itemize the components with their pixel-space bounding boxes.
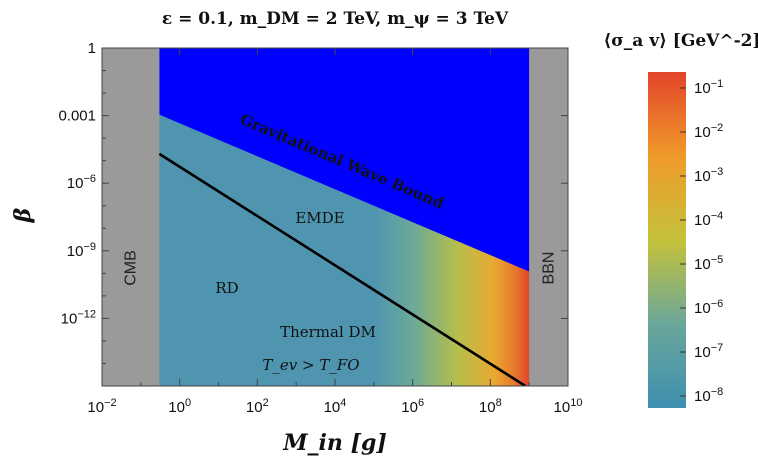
thermal-dm-label: Thermal DM [280, 323, 376, 341]
y-axis-label: β [10, 207, 36, 223]
gravitational-wave-excluded-region [159, 48, 530, 272]
colorbar-tick-label: 10−3 [694, 166, 723, 185]
colorbar-tick-label: 10−7 [694, 342, 723, 361]
colorbar-tick-label: 10−4 [694, 210, 723, 229]
colorbar-ticks: 10−1 10−2 10−3 10−4 10−5 10−6 10−7 10−8 [680, 78, 723, 405]
x-axis-label: M_in [g] [282, 430, 387, 456]
bbn-excluded-region [529, 48, 568, 386]
colorbar-tick-label: 10−1 [694, 78, 723, 97]
rd-label: RD [215, 279, 238, 297]
colorbar-tick-label: 10−8 [694, 386, 723, 405]
x-tick-label: 1010 [554, 397, 583, 416]
bbn-label: BBN [541, 252, 558, 285]
y-tick-label: 10−9 [67, 241, 96, 260]
emde-label: EMDE [295, 209, 344, 227]
x-tick-label: 102 [246, 397, 269, 416]
colorbar-tick-label: 10−6 [694, 298, 723, 317]
y-tick-label: 10−6 [67, 173, 96, 192]
x-tick-label: 104 [324, 397, 347, 416]
colorbar-tick-label: 10−5 [694, 254, 723, 273]
thermal-dm-boundary-line [158, 152, 527, 386]
chart-title: ε = 0.1, m_DM = 2 TeV, m_ψ = 3 TeV [162, 9, 509, 29]
x-tick-label: 106 [401, 397, 424, 416]
colorbar-tick-label: 10−2 [694, 122, 723, 141]
condition-label: T_ev > T_FO [262, 356, 359, 374]
y-tick-label: 10−12 [61, 308, 96, 327]
plot-area [102, 48, 568, 386]
colorbar-label: ⟨σ_a v⟩ [GeV^-2] [603, 31, 758, 51]
cmb-excluded-region [102, 48, 160, 386]
x-tick-label: 108 [479, 397, 502, 416]
x-tick-label: 10−2 [87, 397, 116, 416]
x-tick-label: 100 [168, 397, 191, 416]
cmb-label: CMB [123, 250, 140, 286]
y-tick-label: 1 [88, 40, 96, 57]
y-tick-label: 0.001 [58, 108, 96, 125]
colorbar [648, 72, 686, 408]
